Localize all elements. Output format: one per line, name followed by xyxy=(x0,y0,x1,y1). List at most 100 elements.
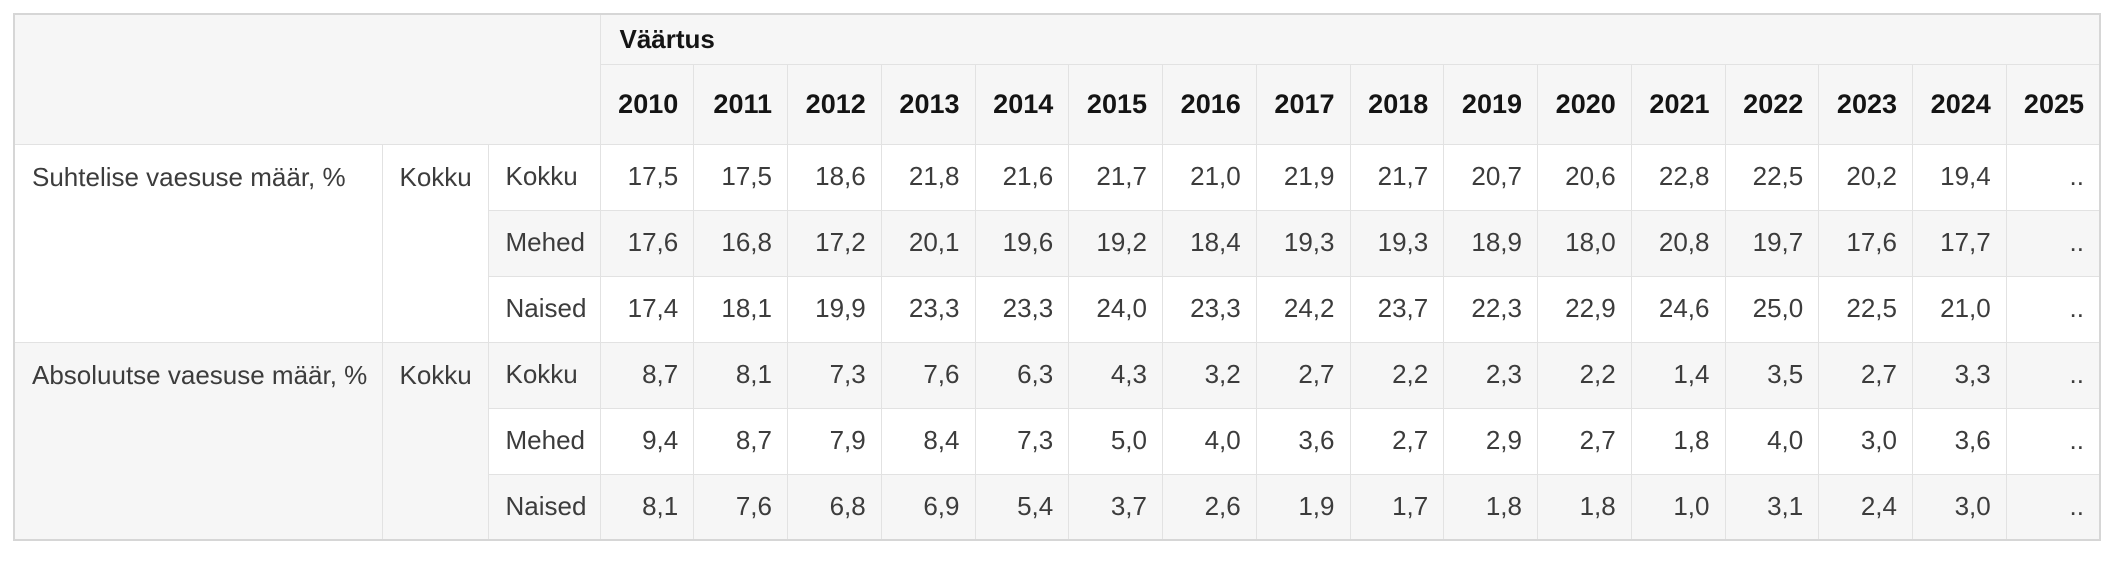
value-cell: 21,0 xyxy=(1912,275,2007,343)
value-cell: 24,2 xyxy=(1255,275,1351,343)
value-cell: 20,2 xyxy=(1818,143,1913,211)
value-cell: 17,5 xyxy=(693,143,788,211)
value-cell: 2,9 xyxy=(1443,407,1538,475)
table-corner-cell xyxy=(13,13,601,145)
year-header-2021: 2021 xyxy=(1630,63,1726,145)
year-header-2018: 2018 xyxy=(1349,63,1445,145)
value-cell: 2,2 xyxy=(1349,341,1445,409)
value-cell: 20,1 xyxy=(880,209,976,277)
poverty-rate-statistics-table: Väärtus 2010 2011 2012 2013 2014 2015 2016 2017… xyxy=(13,13,2101,541)
sex-label-naised: Naised xyxy=(487,473,601,541)
missing-value-cell: .. xyxy=(2005,209,2101,277)
value-cell: 9,4 xyxy=(599,407,695,475)
table-row: Mehed 9,4 8,7 7,9 8,4 7,3 5,0 4,0 3,6 2,7 2,9 2,7 1,… xyxy=(14,407,2101,475)
group-label: Kokku xyxy=(381,143,489,343)
value-cell: 2,6 xyxy=(1162,473,1257,541)
year-header-2025: 2025 xyxy=(2005,63,2101,145)
missing-value-cell: .. xyxy=(2005,407,2101,475)
table-row: Absoluutse vaesuse määr, % Kokku Kokku 8,7 8… xyxy=(13,341,2101,541)
year-header-2012: 2012 xyxy=(787,63,882,145)
value-cell: 22,5 xyxy=(1818,275,1913,343)
value-cell: 2,7 xyxy=(1818,341,1913,409)
value-cell: 2,3 xyxy=(1443,341,1538,409)
value-cell: 2,7 xyxy=(1255,341,1351,409)
value-cell: 17,5 xyxy=(599,143,695,211)
value-cell: 1,9 xyxy=(1255,473,1351,541)
value-cell: 20,7 xyxy=(1443,143,1538,211)
missing-value-cell: .. xyxy=(2005,473,2101,541)
value-cell: 1,8 xyxy=(1443,473,1538,541)
value-cell: 7,3 xyxy=(787,341,882,409)
sex-label-naised: Naised xyxy=(487,275,601,343)
missing-value-cell: .. xyxy=(2005,143,2101,211)
year-header-2019: 2019 xyxy=(1443,63,1538,145)
sex-label-kokku: Kokku xyxy=(487,143,601,211)
value-cell: 1,4 xyxy=(1630,341,1726,409)
value-cell: 17,7 xyxy=(1912,209,2007,277)
value-cell: 5,4 xyxy=(974,473,1070,541)
sex-label-kokku: Kokku xyxy=(487,341,601,409)
value-cell: 8,4 xyxy=(880,407,976,475)
indicator-label: Suhtelise vaesuse määr, % xyxy=(13,143,383,343)
value-cell: 22,9 xyxy=(1537,275,1632,343)
value-cell: 21,7 xyxy=(1349,143,1445,211)
year-header-2023: 2023 xyxy=(1818,63,1913,145)
value-cell: 19,6 xyxy=(974,209,1070,277)
indicator-label: Absoluutse vaesuse määr, % xyxy=(13,341,383,541)
value-cell: 17,6 xyxy=(599,209,695,277)
table-body: Suhtelise vaesuse määr, % Kokku Kokku 17,5 1… xyxy=(13,143,2101,541)
value-cell: 23,3 xyxy=(974,275,1070,343)
value-cell: 19,7 xyxy=(1724,209,1820,277)
value-cell: 20,6 xyxy=(1537,143,1632,211)
value-cell: 24,6 xyxy=(1630,275,1726,343)
year-header-2016: 2016 xyxy=(1162,63,1257,145)
value-cell: 18,9 xyxy=(1443,209,1538,277)
year-header-2020: 2020 xyxy=(1537,63,1632,145)
year-header-row: 2010 2011 2012 2013 2014 2015 2016 2017 2018 2019… xyxy=(14,63,2101,145)
value-cell: 18,4 xyxy=(1162,209,1257,277)
table-header: Väärtus 2010 2011 2012 2013 2014 2015 2016 2017… xyxy=(13,13,2101,145)
value-cell: 23,7 xyxy=(1349,275,1445,343)
value-cell: 3,7 xyxy=(1068,473,1163,541)
value-cell: 23,3 xyxy=(1162,275,1257,343)
value-cell: 3,5 xyxy=(1724,341,1820,409)
value-cell: 21,6 xyxy=(974,143,1070,211)
value-cell: 21,8 xyxy=(880,143,976,211)
value-cell: 20,8 xyxy=(1630,209,1726,277)
value-cell: 4,0 xyxy=(1162,407,1257,475)
value-cell: 22,8 xyxy=(1630,143,1726,211)
value-cell: 8,7 xyxy=(599,341,695,409)
value-cell: 24,0 xyxy=(1068,275,1163,343)
value-cell: 22,5 xyxy=(1724,143,1820,211)
value-cell: 7,6 xyxy=(880,341,976,409)
value-cell: 22,3 xyxy=(1443,275,1538,343)
year-header-2024: 2024 xyxy=(1912,63,2007,145)
value-cell: 3,0 xyxy=(1818,407,1913,475)
year-header-2014: 2014 xyxy=(974,63,1070,145)
table-row: Naised 8,1 7,6 6,8 6,9 5,4 3,7 2,6 1,9 1,7 1,8 1,8 1… xyxy=(14,473,2101,541)
value-cell: 8,7 xyxy=(693,407,788,475)
year-header-2011: 2011 xyxy=(693,63,788,145)
value-cell: 18,6 xyxy=(787,143,882,211)
year-header-2022: 2022 xyxy=(1724,63,1820,145)
missing-value-cell: .. xyxy=(2005,341,2101,409)
value-cell: 3,3 xyxy=(1912,341,2007,409)
value-cell: 1,7 xyxy=(1349,473,1445,541)
value-cell: 25,0 xyxy=(1724,275,1820,343)
value-header-row: Väärtus xyxy=(13,13,2101,145)
value-cell: 6,3 xyxy=(974,341,1070,409)
value-cell: 6,9 xyxy=(880,473,976,541)
value-cell: 7,3 xyxy=(974,407,1070,475)
value-cell: 19,9 xyxy=(787,275,882,343)
value-header-cell: Väärtus xyxy=(599,13,2101,65)
value-cell: 8,1 xyxy=(599,473,695,541)
value-cell: 1,8 xyxy=(1630,407,1726,475)
value-cell: 6,8 xyxy=(787,473,882,541)
value-cell: 5,0 xyxy=(1068,407,1163,475)
value-cell: 19,3 xyxy=(1255,209,1351,277)
value-cell: 21,9 xyxy=(1255,143,1351,211)
value-cell: 19,4 xyxy=(1912,143,2007,211)
value-cell: 7,6 xyxy=(693,473,788,541)
missing-value-cell: .. xyxy=(2005,275,2101,343)
value-cell: 3,1 xyxy=(1724,473,1820,541)
